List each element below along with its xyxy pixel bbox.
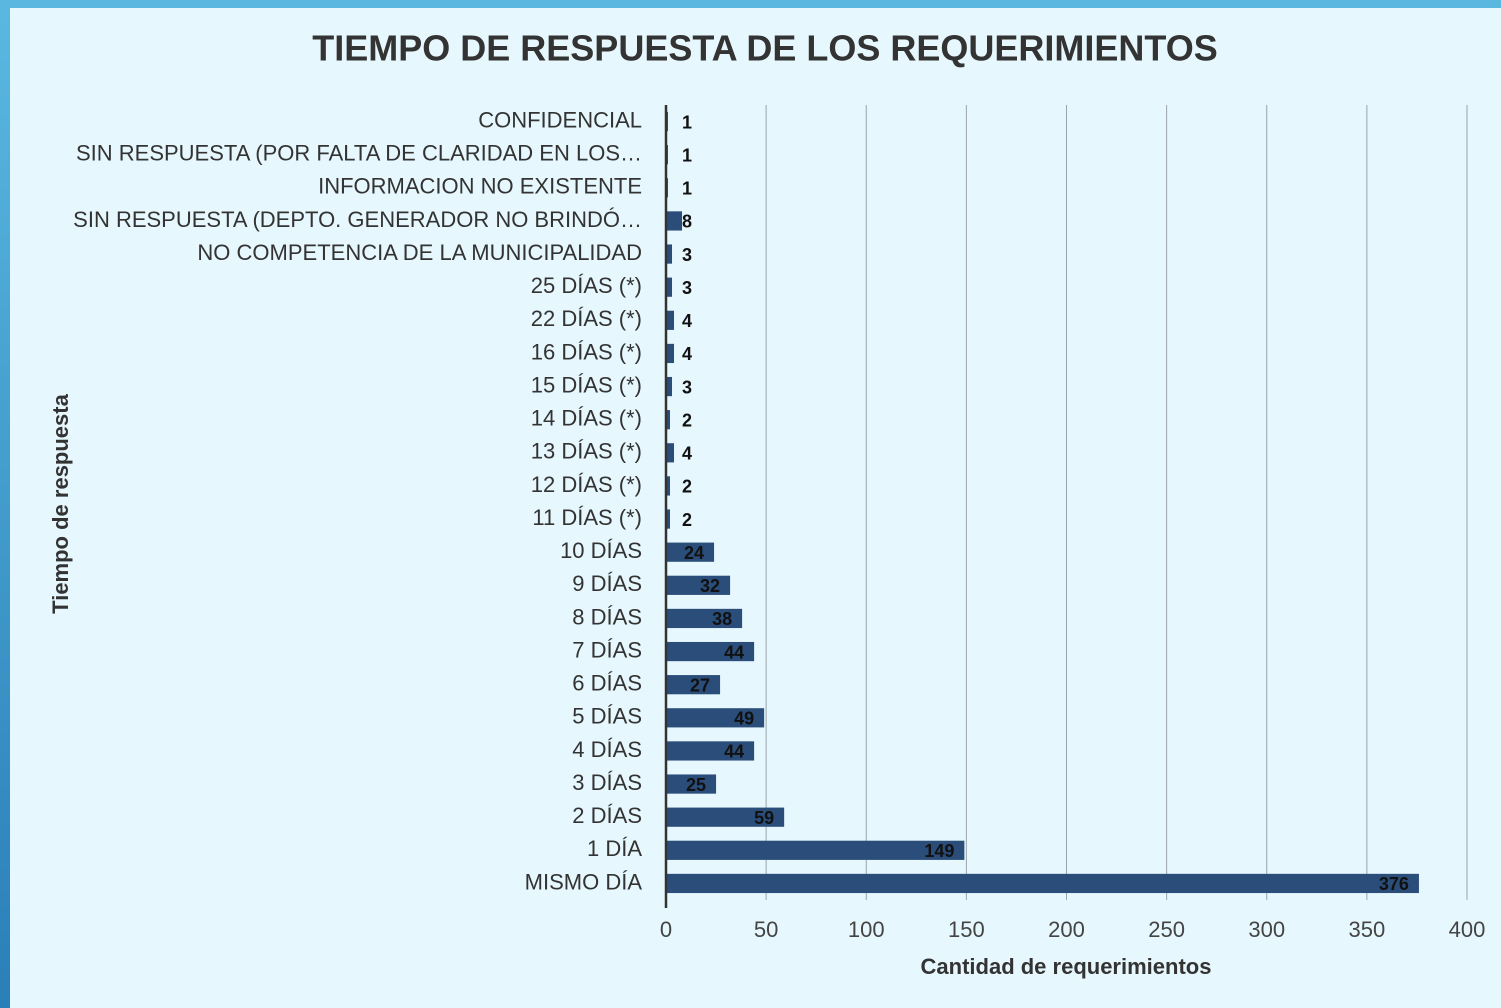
x-tick-label: 0 [660, 917, 672, 942]
value-label: 4 [682, 344, 692, 364]
value-label: 1 [682, 145, 692, 165]
bar [666, 509, 671, 529]
bar [666, 244, 673, 264]
bar [666, 675, 721, 695]
y-tick-label: INFORMACION NO EXISTENTE [318, 174, 642, 199]
y-tick-label: 10 DÍAS [560, 538, 642, 563]
y-tick-label: SIN RESPUESTA (POR FALTA DE CLARIDAD EN … [76, 141, 642, 166]
y-tick-label: 25 DÍAS (*) [531, 273, 642, 298]
x-tick-label: 300 [1248, 917, 1285, 942]
value-label: 2 [682, 410, 692, 430]
value-label: 1 [682, 179, 692, 199]
x-tick-label: 350 [1349, 917, 1386, 942]
x-tick-label: 100 [848, 917, 885, 942]
value-label: 3 [682, 245, 692, 265]
x-tick-label: 400 [1449, 917, 1486, 942]
x-axis-label: Cantidad de requerimientos [921, 954, 1212, 979]
value-label: 59 [754, 808, 774, 828]
y-tick-label: 15 DÍAS (*) [531, 372, 642, 397]
y-tick-label: 9 DÍAS [572, 571, 642, 596]
bar [666, 575, 731, 595]
y-tick-label: 2 DÍAS [572, 803, 642, 828]
x-tick-label: 150 [948, 917, 985, 942]
chart: TIEMPO DE RESPUESTA DE LOS REQUERIMIENTO… [10, 8, 1501, 1008]
y-axis-label: Tiempo de respuesta [48, 393, 73, 613]
y-tick-label: 6 DÍAS [572, 671, 642, 696]
value-label: 149 [924, 841, 954, 861]
y-tick-label: 8 DÍAS [572, 604, 642, 629]
value-label: 24 [684, 543, 704, 563]
y-tick-label: SIN RESPUESTA (DEPTO. GENERADOR NO BRIND… [73, 207, 642, 232]
y-tick-label: 3 DÍAS [572, 770, 642, 795]
value-label: 25 [686, 775, 706, 795]
y-tick-label: 16 DÍAS (*) [531, 339, 642, 364]
value-label: 2 [682, 477, 692, 497]
value-label: 8 [682, 212, 692, 232]
value-label: 376 [1379, 874, 1409, 894]
bar [666, 641, 755, 662]
bar [666, 476, 671, 496]
bar [666, 741, 755, 761]
value-label: 38 [712, 609, 732, 629]
bar [666, 708, 765, 728]
bar [666, 343, 675, 364]
bar [666, 542, 715, 562]
bar [666, 410, 671, 430]
value-label: 2 [682, 510, 692, 530]
y-tick-label: 7 DÍAS [572, 637, 642, 662]
value-label: 44 [724, 742, 744, 762]
y-tick-label: 5 DÍAS [572, 704, 642, 729]
value-label: 27 [690, 675, 710, 695]
value-label: 4 [682, 311, 692, 331]
value-label: 4 [682, 444, 692, 464]
y-tick-label: 14 DÍAS (*) [531, 406, 642, 431]
chart-title: TIEMPO DE RESPUESTA DE LOS REQUERIMIENTO… [312, 28, 1217, 69]
value-label: 44 [724, 642, 744, 662]
y-tick-label: 11 DÍAS (*) [532, 505, 642, 530]
y-tick-label: NO COMPETENCIA DE LA MUNICIPALIDAD [197, 240, 642, 265]
bar [666, 376, 673, 397]
value-label: 3 [682, 377, 692, 397]
x-tick-label: 250 [1148, 917, 1185, 942]
y-tick-label: 13 DÍAS (*) [531, 439, 642, 464]
value-label: 32 [700, 576, 720, 596]
y-tick-label: MISMO DÍA [525, 869, 643, 894]
x-tick-label: 200 [1048, 917, 1085, 942]
y-tick-label: 1 DÍA [587, 836, 642, 861]
bar [666, 873, 1419, 894]
bar [666, 211, 683, 231]
bar [666, 840, 965, 860]
bar [666, 310, 675, 330]
bar [666, 608, 743, 629]
y-tick-label: 4 DÍAS [572, 737, 642, 762]
y-tick-label: CONFIDENCIAL [478, 107, 642, 132]
value-label: 3 [682, 278, 692, 298]
y-tick-label: 12 DÍAS (*) [531, 472, 642, 497]
bar [666, 807, 785, 827]
bar [666, 443, 675, 463]
x-tick-label: 50 [754, 917, 778, 942]
value-label: 49 [734, 709, 754, 729]
bar [666, 277, 673, 297]
bar [666, 774, 717, 794]
value-label: 1 [682, 112, 692, 132]
y-tick-label: 22 DÍAS (*) [531, 306, 642, 331]
